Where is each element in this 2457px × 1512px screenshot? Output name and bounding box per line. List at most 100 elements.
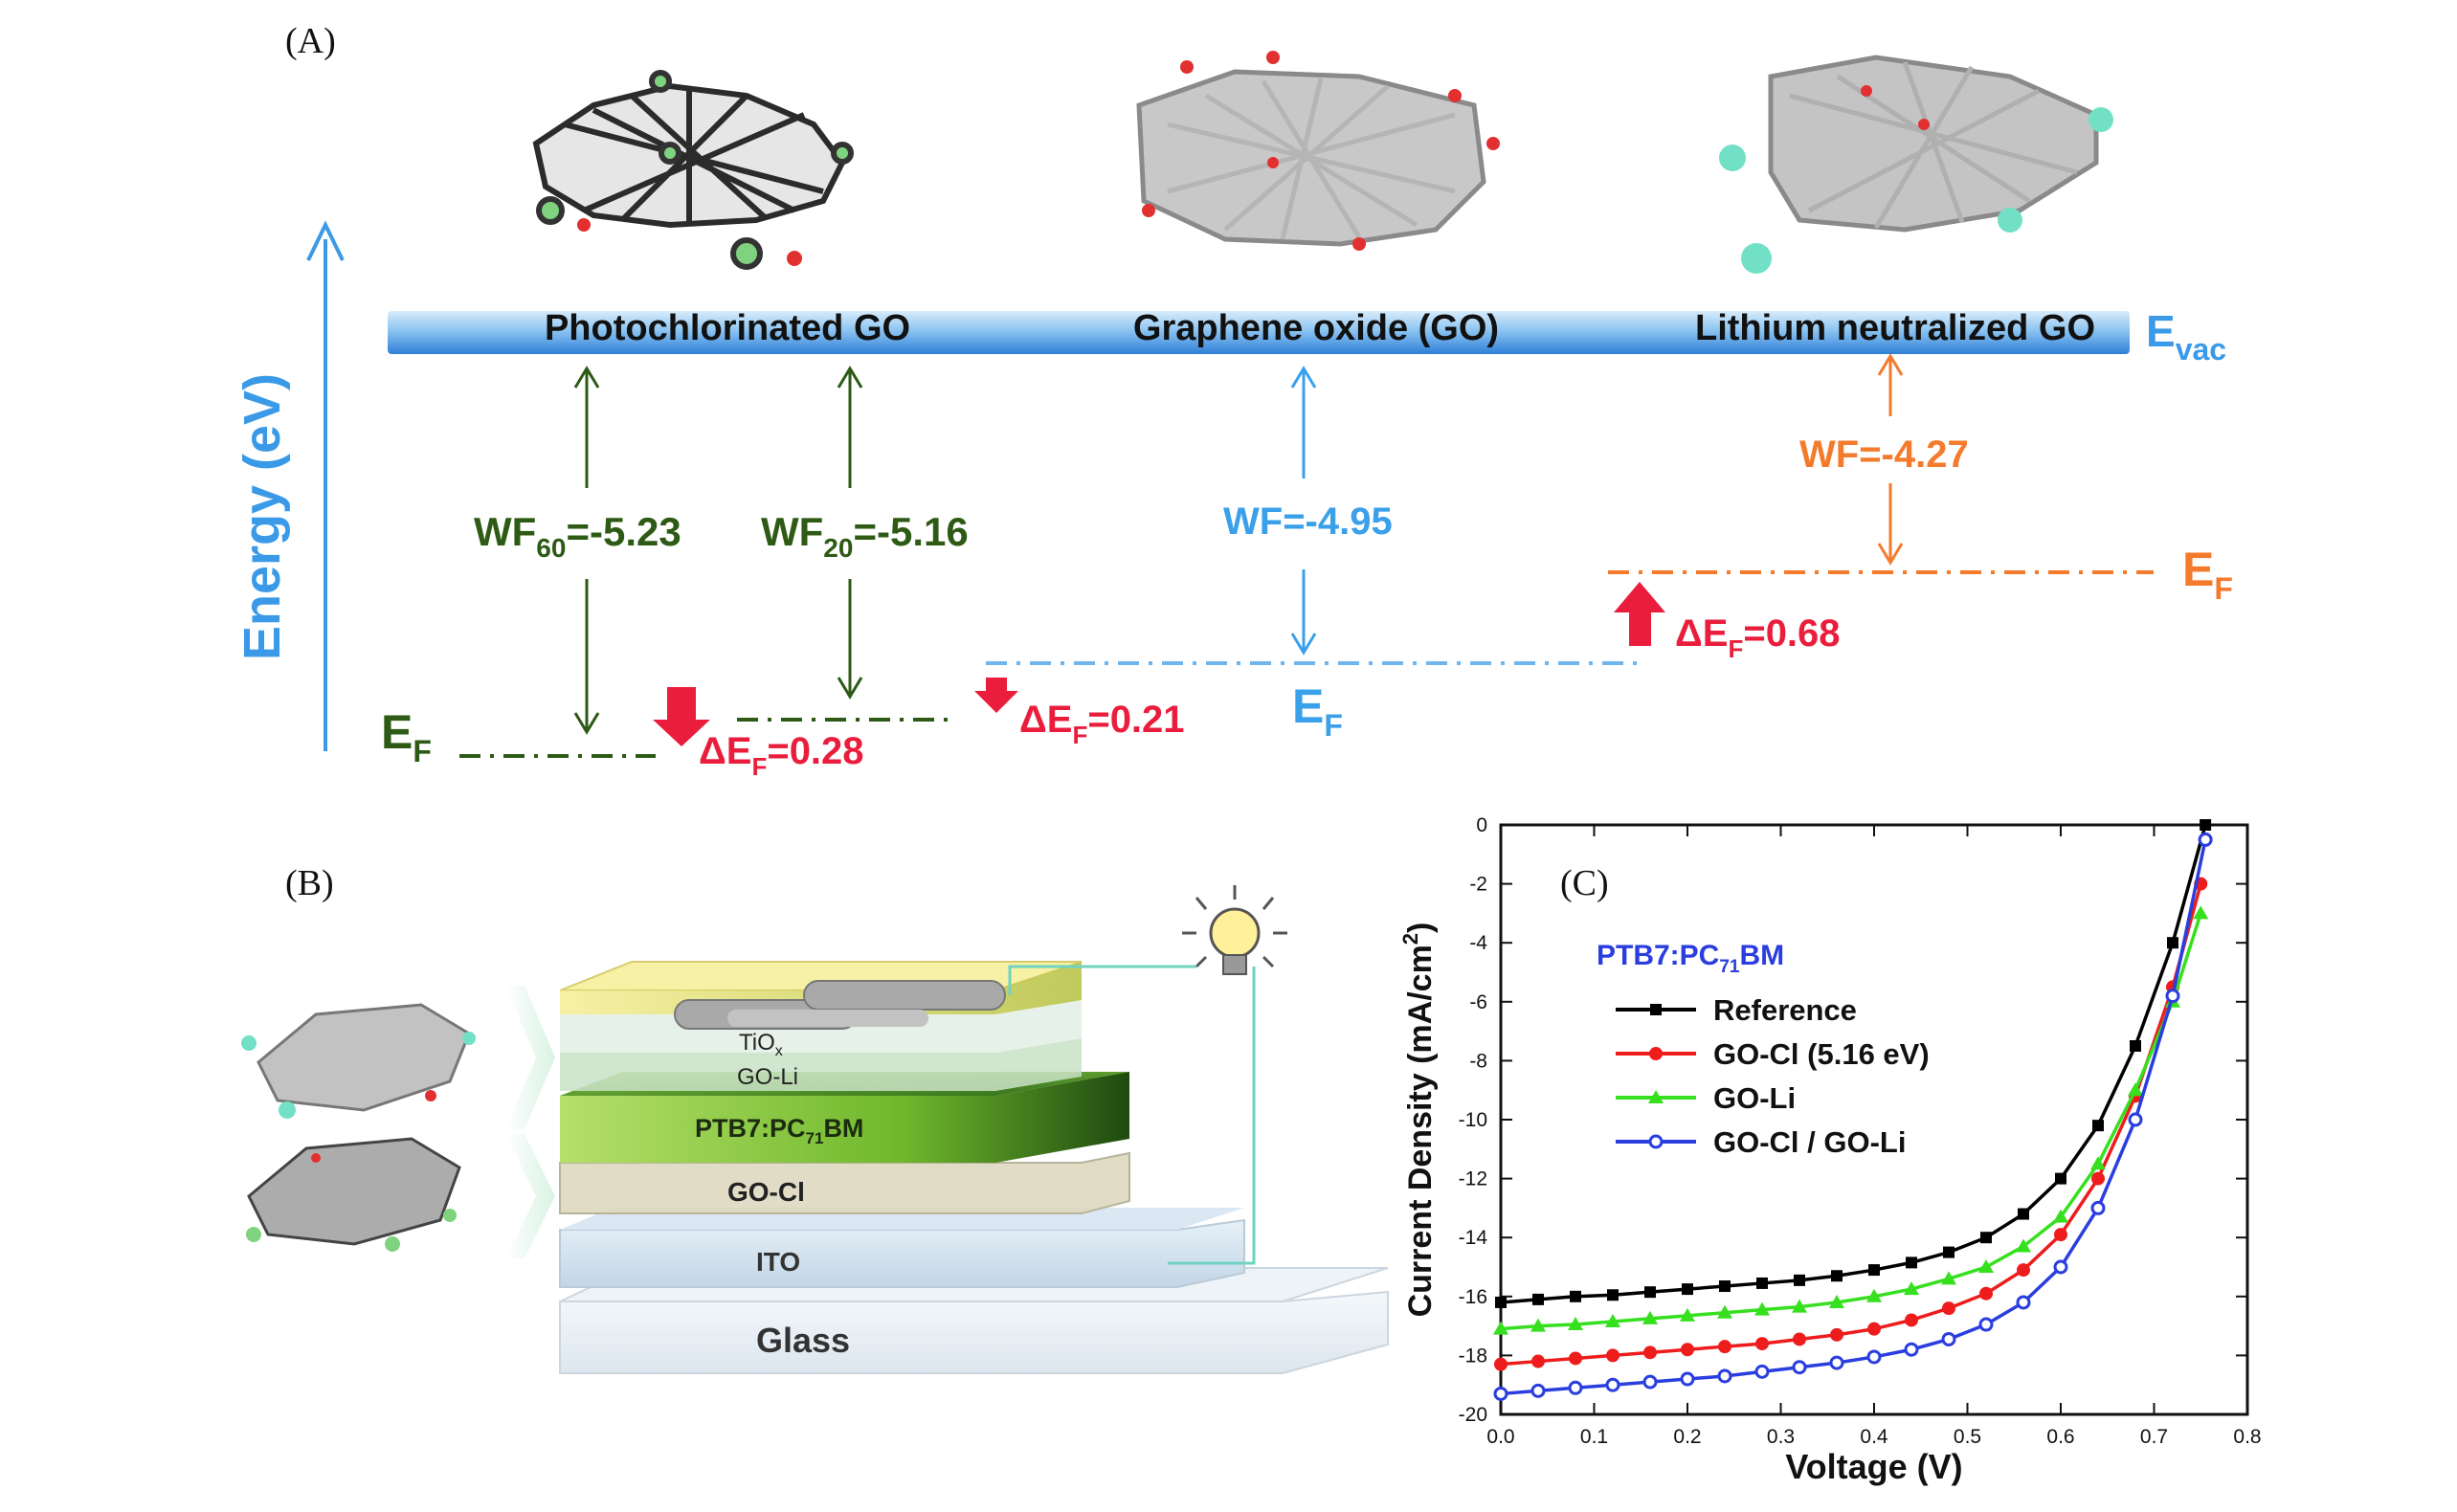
data-point-go-cl-go-li [1568, 1380, 1583, 1395]
lithium-neutralized-go-molecule [1719, 55, 2113, 274]
data-point-go-cl-go-li [1866, 1349, 1882, 1365]
y-tick-label: -2 [1469, 874, 1487, 896]
inset-title: PTB7:PC71BM [1597, 940, 1784, 977]
data-point-go-li [1792, 1299, 1807, 1313]
delta-ef-021: ΔEF=0.21 [1019, 699, 1185, 749]
data-point-go-li [2053, 1209, 2068, 1223]
x-tick-label: 0.3 [1767, 1426, 1795, 1448]
data-point-reference [1607, 1289, 1619, 1301]
ito-layer [559, 1218, 1245, 1288]
data-point-go-cl-go-li [2016, 1295, 2031, 1310]
device-stack [559, 885, 1389, 1374]
legend-marker-1 [1649, 1047, 1663, 1060]
data-point-reference [1943, 1246, 1954, 1258]
series-line-3 [1500, 839, 2207, 1396]
vacuum-level-label: Evac [2146, 306, 2226, 367]
material-photochlorinated-go: Photochlorinated GO [545, 308, 910, 348]
x-tick-label: 0.1 [1580, 1426, 1608, 1448]
y-tick-label: -18 [1459, 1345, 1487, 1367]
jv-chart: 0.0 0.1 0.2 0.3 0.4 0.5 0.6 0.7 0.8 0 -2 -4 -6 -8 -10 -… [1398, 814, 2262, 1486]
energy-axis: Energy (eV) [234, 220, 345, 751]
data-point-go-cl-go-li [2165, 989, 2180, 1004]
glass-layer [559, 1290, 1389, 1374]
panel-label-a: (A) [285, 21, 336, 61]
x-tick-label: 0.8 [2233, 1426, 2261, 1448]
data-point-go-cl-5-16-ev- [1569, 1351, 1582, 1366]
data-point-go-cl-go-li [2198, 832, 2213, 847]
y-tick-label: -6 [1469, 991, 1487, 1013]
data-point-reference [1906, 1256, 1917, 1269]
data-point-go-cl-5-16-ev- [1681, 1343, 1694, 1357]
data-point-go-cl-5-16-ev- [1606, 1348, 1619, 1363]
data-point-go-cl-5-16-ev- [2091, 1171, 2105, 1186]
data-point-go-cl-go-li [1605, 1377, 1620, 1392]
go-li-layer [560, 1038, 1082, 1091]
data-point-go-li [1493, 1321, 1508, 1335]
wf20-label: WF20=-5.16 [761, 509, 969, 563]
data-point-go-cl-go-li [1941, 1331, 1956, 1346]
data-point-reference [1644, 1286, 1656, 1299]
data-point-go-cl-go-li [1829, 1355, 1844, 1370]
material-graphene-oxide: Graphene oxide (GO) [1133, 308, 1499, 348]
material-lithium-neutralized-go: Lithium neutralized GO [1695, 308, 2095, 348]
x-tick-label: 0.0 [1486, 1426, 1514, 1448]
fermi-label-cl: EF [381, 705, 432, 768]
data-point-go-cl-5-16-ev- [1830, 1327, 1843, 1342]
data-point-go-li [2090, 1156, 2106, 1170]
data-point-go-cl-go-li [2128, 1112, 2143, 1127]
data-point-go-cl-go-li [2053, 1259, 2068, 1275]
data-point-go-li [1754, 1301, 1770, 1316]
data-point-go-cl-go-li [1904, 1342, 1919, 1357]
data-point-go-cl-5-16-ev- [1755, 1337, 1769, 1351]
wf-go-label: WF=-4.95 [1223, 500, 1393, 543]
y-axis-label: Current Density (mA/cm2) [1398, 923, 1439, 1318]
data-point-go-li [1717, 1304, 1732, 1319]
data-point-go-li [2016, 1238, 2031, 1253]
wf20-arrow [837, 366, 863, 700]
x-tick-label: 0.2 [1673, 1426, 1701, 1448]
light-bulb-icon [1182, 885, 1287, 975]
data-point-go-cl-5-16-ev- [1905, 1313, 1918, 1327]
data-point-go-li [1866, 1288, 1882, 1302]
data-point-reference [1570, 1290, 1581, 1302]
data-point-go-cl-5-16-ev- [1531, 1354, 1545, 1368]
data-point-go-li [1941, 1271, 1956, 1285]
data-point-go-cl-5-16-ev- [1494, 1357, 1508, 1371]
data-point-go-cl-5-16-ev- [1867, 1322, 1881, 1336]
data-point-reference [1756, 1277, 1768, 1289]
data-point-go-li [1680, 1307, 1695, 1322]
layer-label-ito: ITO [756, 1247, 800, 1277]
data-point-go-li [1642, 1310, 1658, 1324]
x-tick-label: 0.7 [2140, 1426, 2168, 1448]
go-li-sheet-icon [241, 1003, 476, 1119]
y-tick-label: -14 [1459, 1227, 1488, 1249]
wf60-arrow [573, 366, 600, 735]
data-point-go-cl-5-16-ev- [1942, 1301, 1955, 1316]
data-point-reference [1532, 1293, 1544, 1305]
data-point-go-cl-go-li [1754, 1364, 1770, 1379]
data-point-go-li [1530, 1318, 1546, 1332]
vacuum-level-bar [388, 311, 2130, 354]
data-point-reference [2018, 1208, 2029, 1220]
legend-label-1: GO-Cl (5.16 eV) [1713, 1037, 1930, 1071]
data-point-go-cl-go-li [1642, 1374, 1658, 1390]
delta-arrow-down-1 [653, 687, 710, 746]
legend-label-0: Reference [1713, 993, 1857, 1027]
delta-arrow-up [1614, 582, 1665, 646]
chevron-top-icon [505, 986, 555, 1129]
x-tick-label: 0.4 [1860, 1426, 1888, 1448]
layer-label-go-cl: GO-Cl [727, 1177, 805, 1207]
data-point-go-cl-go-li [1493, 1386, 1508, 1401]
series-line-2 [1500, 912, 2202, 1331]
ptb7-layer [560, 1072, 1129, 1163]
chevron-bottom-icon [505, 1134, 555, 1258]
wf-li-arrow [1877, 353, 1904, 566]
data-point-reference [1682, 1283, 1693, 1296]
layer-label-ptb7: PTB7:PC71BM [695, 1114, 863, 1147]
data-point-reference [2200, 819, 2212, 831]
data-point-reference [2092, 1120, 2104, 1132]
panel-label-c: (C) [1560, 863, 1609, 903]
photochlorinated-go-molecule [532, 70, 854, 270]
